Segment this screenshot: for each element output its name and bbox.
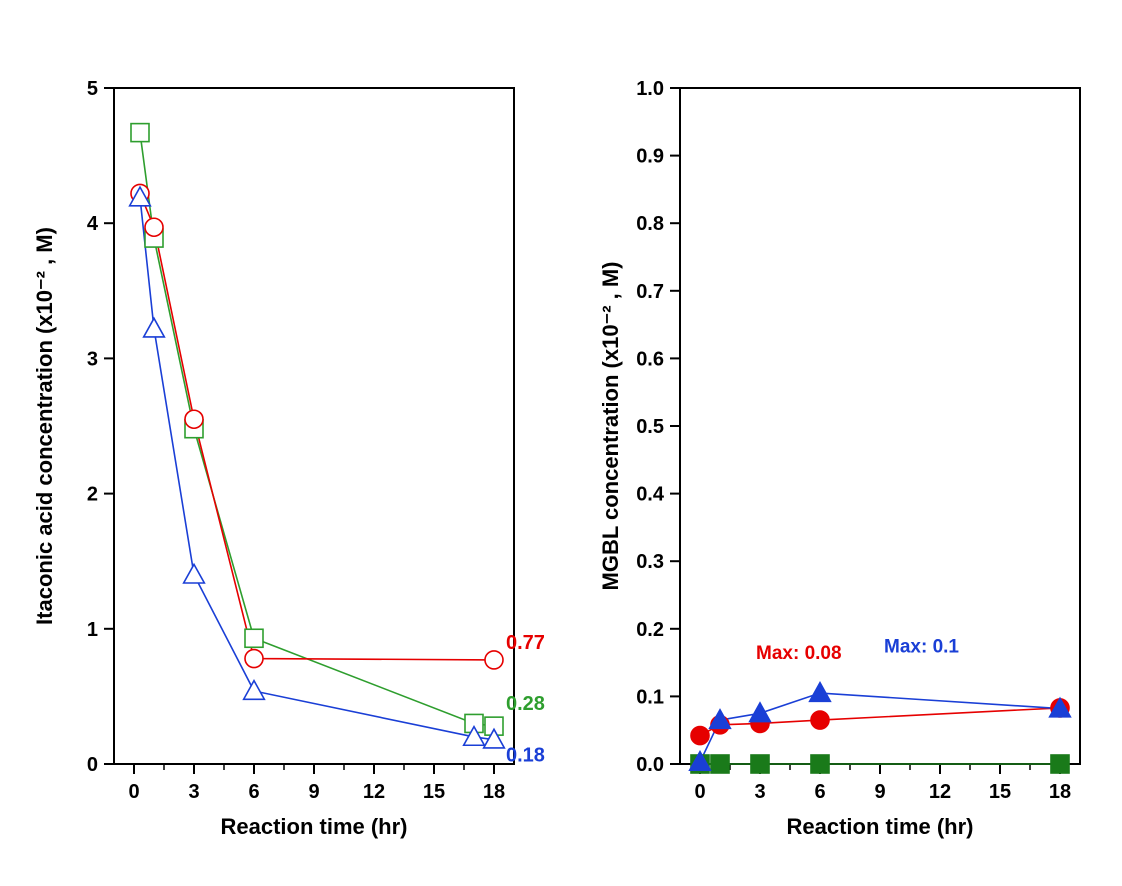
svg-text:0.4: 0.4	[636, 484, 665, 506]
svg-text:0.5: 0.5	[636, 416, 664, 438]
chart-panel-left: 0369121518012345Reaction time (hr)Itacon…	[28, 78, 594, 860]
x-axis-label: Reaction time (hr)	[220, 814, 407, 839]
svg-text:0: 0	[128, 781, 139, 803]
annotation: Max: 0.08	[756, 643, 842, 664]
x-axis-label: Reaction time (hr)	[786, 814, 973, 839]
svg-text:15: 15	[989, 781, 1011, 803]
chart-panel-right: 0 3 6 9 12 15 18 0.0 0.1 0.2 0.3 0.4 0.5 0.6 0.7 0.8 0.9…	[594, 78, 1122, 860]
annotation: 0.77	[506, 632, 545, 654]
svg-text:9: 9	[308, 781, 319, 803]
svg-text:0.0: 0.0	[636, 754, 664, 776]
svg-text:3: 3	[87, 348, 98, 370]
svg-text:1: 1	[87, 619, 98, 641]
svg-text:3: 3	[754, 781, 765, 803]
annotation: Max: 0.1	[884, 636, 959, 657]
annotation: 0.18	[506, 744, 545, 766]
y-axis-label: Itaconic acid concentration (x10⁻² , M)	[32, 227, 57, 625]
svg-text:0.9: 0.9	[636, 146, 664, 168]
svg-text:12: 12	[929, 781, 951, 803]
svg-text:0.7: 0.7	[636, 281, 664, 303]
svg-text:0.8: 0.8	[636, 213, 664, 235]
svg-text:15: 15	[423, 781, 445, 803]
svg-text:0: 0	[87, 754, 98, 776]
svg-text:0.2: 0.2	[636, 619, 664, 641]
svg-text:0.3: 0.3	[636, 551, 664, 573]
svg-text:4: 4	[87, 213, 99, 235]
svg-text:6: 6	[814, 781, 825, 803]
svg-text:2: 2	[87, 484, 98, 506]
series-markers	[130, 124, 505, 748]
svg-text:1.0: 1.0	[636, 78, 664, 100]
svg-text:18: 18	[1049, 781, 1071, 803]
annotation: 0.28	[506, 693, 545, 715]
svg-text:0.1: 0.1	[636, 686, 664, 708]
svg-text:5: 5	[87, 78, 98, 100]
svg-text:3: 3	[188, 781, 199, 803]
figure: 0369121518012345Reaction time (hr)Itacon…	[0, 0, 1122, 886]
svg-text:18: 18	[483, 781, 505, 803]
y-axis-label: MGBL concentration (x10⁻² , M)	[598, 261, 623, 590]
svg-text:9: 9	[874, 781, 885, 803]
svg-text:0: 0	[694, 781, 705, 803]
svg-text:12: 12	[363, 781, 385, 803]
svg-text:6: 6	[248, 781, 259, 803]
svg-text:0.6: 0.6	[636, 348, 664, 370]
